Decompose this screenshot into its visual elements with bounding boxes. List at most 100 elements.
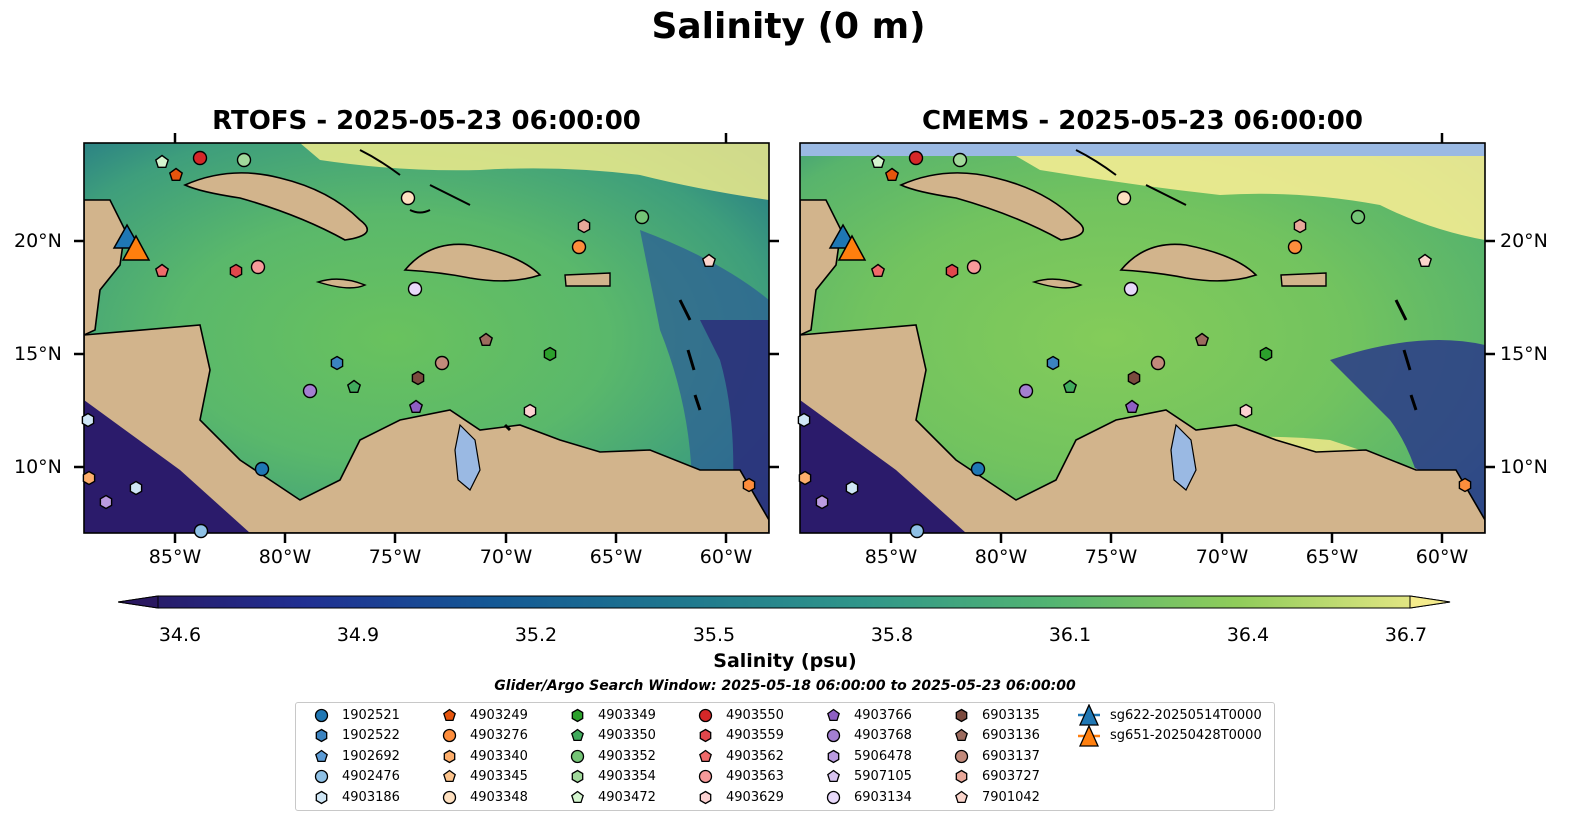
legend-marker-icon — [562, 790, 592, 805]
argo-float-marker — [1150, 355, 1166, 371]
legend-marker-icon — [1074, 724, 1104, 747]
legend-entry: 4903345 — [434, 767, 528, 787]
legend-entry: 4903768 — [818, 726, 912, 746]
argo-float-marker — [168, 167, 184, 182]
legend-entry: 7901042 — [946, 787, 1040, 807]
glider-sg651-triangle-rtofs — [121, 234, 151, 261]
colorbar-tick: 34.9 — [336, 624, 380, 646]
argo-float-marker — [1194, 332, 1210, 346]
colorbar-tick: 36.7 — [1384, 624, 1428, 646]
legend-entry: 6903137 — [946, 746, 1040, 766]
argo-float-marker — [1127, 370, 1141, 386]
legend-label: 4903354 — [598, 769, 656, 784]
colorbar-tick: 36.1 — [1048, 624, 1092, 646]
map-panel-cmems — [800, 143, 1485, 533]
figure-title: Salinity (0 m) — [651, 6, 926, 47]
lesser-antilles — [503, 299, 702, 432]
lat-label-20n-right: 20°N — [1500, 230, 1548, 252]
argo-float-marker — [1293, 218, 1307, 234]
legend-label: 1902522 — [342, 728, 400, 743]
argo-float-marker — [1259, 346, 1273, 362]
legend-marker-icon — [306, 749, 336, 764]
lon-label: 80°W — [258, 546, 312, 568]
legend-marker-icon — [818, 708, 848, 723]
argo-float-marker — [346, 379, 362, 393]
argo-float-marker — [82, 470, 96, 486]
legend-label: 4903768 — [854, 728, 912, 743]
legend-marker-icon — [306, 769, 336, 784]
argo-float-marker — [330, 355, 344, 371]
argo-float-marker — [411, 370, 425, 386]
legend-label: 4903629 — [726, 789, 784, 805]
argo-float-marker — [478, 332, 494, 346]
argo-float-marker — [543, 346, 557, 362]
argo-float-marker — [400, 190, 416, 206]
lon-label: 60°W — [1415, 546, 1469, 568]
argo-float-marker — [81, 412, 95, 428]
argo-float-marker — [966, 259, 982, 275]
central-south-america — [84, 324, 769, 533]
legend-label: 7901042 — [982, 789, 1040, 805]
legend-label: 4903349 — [598, 707, 656, 723]
legend-label: 4903249 — [470, 707, 528, 723]
argo-float-marker — [870, 263, 886, 277]
legend-label: 6903135 — [982, 707, 1040, 723]
legend-label: sg651-20250428T0000 — [1110, 728, 1262, 743]
legend-entry: 5906478 — [818, 746, 912, 766]
argo-float-marker — [1046, 355, 1060, 371]
legend-marker-icon — [946, 728, 976, 743]
legend-label: 4903186 — [342, 789, 400, 805]
argo-float-marker — [1350, 209, 1366, 225]
legend-label: 1902521 — [342, 707, 400, 723]
legend-label: 6903134 — [854, 789, 912, 805]
argo-float-marker — [884, 167, 900, 182]
argo-float-marker — [952, 152, 968, 168]
legend: 1902521 1902522 1902692 4902476 4903186 49032… — [295, 702, 1275, 811]
argo-float-marker — [154, 154, 170, 169]
panel-title-cmems: CMEMS - 2025-05-23 06:00:00 — [922, 106, 1363, 136]
argo-float-marker — [945, 263, 959, 279]
legend-marker-icon — [946, 749, 976, 764]
legend-marker-icon — [690, 728, 720, 743]
legend-marker-icon — [818, 769, 848, 784]
legend-marker-icon — [946, 790, 976, 805]
lon-label: 60°W — [699, 546, 753, 568]
legend-entry: 4902476 — [306, 767, 400, 787]
lon-label: 85°W — [148, 546, 202, 568]
puerto-rico — [564, 272, 611, 287]
legend-marker-icon — [434, 708, 464, 723]
argo-float-marker — [1287, 239, 1303, 255]
argo-float-marker — [798, 470, 812, 486]
argo-float-marker — [129, 480, 143, 496]
lat-label-10n-left: 10°N — [14, 456, 62, 478]
glider-sg651-triangle-cmems — [837, 234, 867, 261]
argo-float-marker — [1417, 253, 1433, 267]
legend-marker-icon — [562, 749, 592, 764]
legend-entry: 4903186 — [306, 787, 400, 807]
legend-entry: 6903136 — [946, 726, 1040, 746]
legend-marker-icon — [434, 790, 464, 805]
legend-marker-icon — [690, 769, 720, 784]
lon-label: 75°W — [368, 546, 422, 568]
legend-marker-icon — [306, 790, 336, 805]
legend-marker-icon — [690, 708, 720, 723]
legend-entry: 6903135 — [946, 705, 1040, 725]
legend-label: 4903350 — [598, 728, 656, 743]
legend-entry: 6903134 — [818, 787, 912, 807]
argo-float-marker — [1123, 281, 1139, 297]
colorbar-label: Salinity (psu) — [713, 650, 857, 672]
legend-entry: 4903559 — [690, 726, 784, 746]
legend-marker-icon — [306, 708, 336, 723]
legend-entry: 4903562 — [690, 746, 784, 766]
legend-entry: 4903550 — [690, 705, 784, 725]
legend-entry: 4903249 — [434, 705, 528, 725]
legend-label: 5906478 — [854, 748, 912, 764]
lon-label: 75°W — [1084, 546, 1138, 568]
argo-float-marker — [302, 383, 318, 399]
pacific-ocean-front — [84, 400, 250, 533]
legend-entry: sg651-20250428T0000 — [1074, 724, 1262, 747]
lat-label-15n-left: 15°N — [14, 343, 62, 365]
legend-marker-icon — [434, 749, 464, 764]
bahamas — [359, 149, 471, 214]
legend-marker-icon — [818, 749, 848, 764]
